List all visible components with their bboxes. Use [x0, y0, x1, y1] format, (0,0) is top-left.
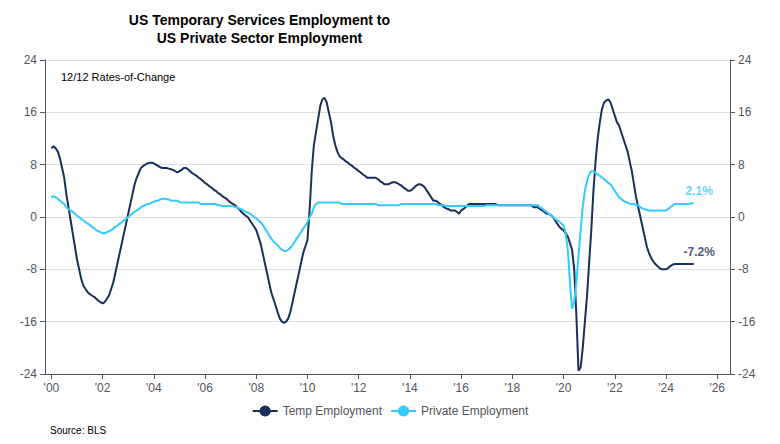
- svg-text:US Temporary Services Employme: US Temporary Services Employment to: [129, 12, 390, 28]
- svg-text:Private Employment: Private Employment: [421, 404, 529, 418]
- svg-text:'04: '04: [146, 381, 162, 395]
- svg-text:16: 16: [738, 105, 752, 119]
- svg-text:-24: -24: [20, 367, 38, 381]
- svg-text:'18: '18: [505, 381, 521, 395]
- svg-text:-8: -8: [26, 262, 37, 276]
- svg-text:'10: '10: [300, 381, 316, 395]
- svg-text:8: 8: [30, 158, 37, 172]
- svg-text:Source: BLS: Source: BLS: [50, 425, 106, 436]
- svg-text:'20: '20: [556, 381, 572, 395]
- svg-text:8: 8: [738, 158, 745, 172]
- svg-text:'06: '06: [197, 381, 213, 395]
- svg-text:-16: -16: [20, 315, 38, 329]
- svg-text:24: 24: [24, 53, 38, 67]
- svg-text:2.1%: 2.1%: [686, 184, 714, 198]
- svg-text:Temp Employment: Temp Employment: [283, 404, 383, 418]
- svg-text:'24: '24: [658, 381, 674, 395]
- svg-text:US Private Sector Employment: US Private Sector Employment: [157, 30, 363, 46]
- svg-text:'02: '02: [95, 381, 111, 395]
- svg-text:'08: '08: [248, 381, 264, 395]
- svg-text:0: 0: [738, 210, 745, 224]
- svg-text:-16: -16: [738, 315, 756, 329]
- svg-text:'12: '12: [351, 381, 367, 395]
- svg-text:24: 24: [738, 53, 752, 67]
- svg-text:'26: '26: [709, 381, 725, 395]
- svg-text:'22: '22: [607, 381, 623, 395]
- svg-text:-7.2%: -7.2%: [684, 245, 716, 259]
- svg-text:'00: '00: [44, 381, 60, 395]
- svg-text:-8: -8: [738, 262, 749, 276]
- svg-text:16: 16: [24, 105, 38, 119]
- svg-text:12/12 Rates-of-Change: 12/12 Rates-of-Change: [61, 71, 175, 83]
- svg-text:-24: -24: [738, 367, 756, 381]
- svg-text:0: 0: [30, 210, 37, 224]
- svg-text:'16: '16: [453, 381, 469, 395]
- svg-text:'14: '14: [402, 381, 418, 395]
